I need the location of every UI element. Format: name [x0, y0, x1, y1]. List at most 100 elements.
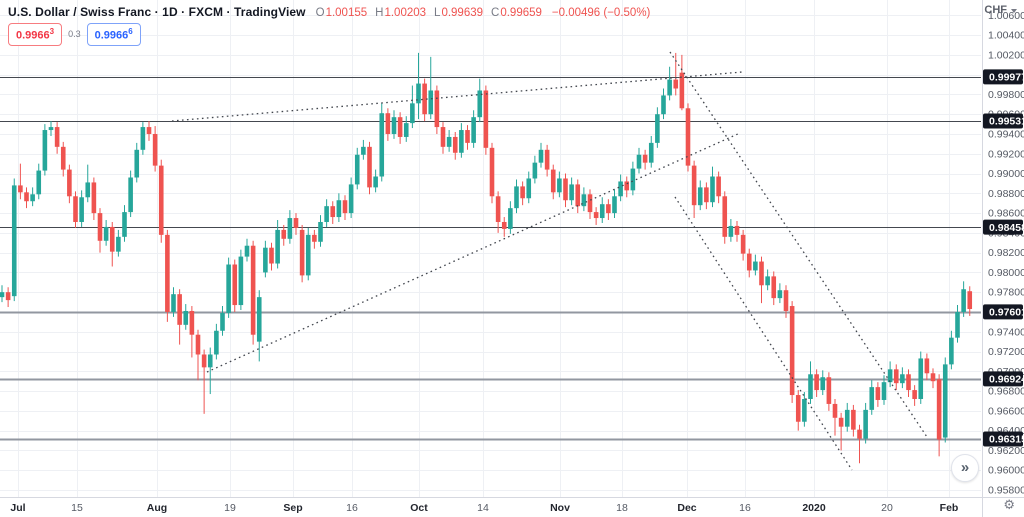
trendline-channel-right[interactable]	[669, 51, 928, 438]
candle-body	[942, 364, 948, 438]
candle-body	[924, 358, 930, 374]
candle-body	[495, 196, 501, 222]
price-level-tag	[983, 371, 1023, 387]
candle-body	[342, 200, 348, 214]
svg-text:0.95800: 0.95800	[988, 484, 1024, 496]
candle-body	[391, 117, 397, 134]
currency-toggle[interactable]: CHF	[984, 4, 1017, 16]
candle-body	[275, 229, 280, 264]
candle-body	[881, 382, 887, 400]
candle-body	[789, 306, 795, 396]
axis-settings-gear-icon[interactable]: ⚙	[1003, 498, 1015, 513]
candle-body	[710, 176, 715, 203]
candle-body	[330, 206, 336, 218]
trendline-wedge-upper[interactable]	[171, 71, 743, 122]
candle-body	[691, 165, 697, 206]
price-level-tag	[983, 113, 1023, 129]
candle-body	[734, 225, 740, 235]
candle-body	[875, 387, 881, 400]
svg-text:Feb: Feb	[940, 502, 959, 514]
svg-text:0.99000: 0.99000	[988, 168, 1024, 180]
sell-button[interactable]: 0.99663	[8, 23, 63, 46]
candle-body	[838, 417, 844, 427]
trendlines	[171, 51, 928, 471]
svg-text:20: 20	[881, 502, 893, 514]
candle-body	[851, 409, 856, 430]
candle-body	[575, 184, 581, 207]
trendline-channel-left[interactable]	[674, 196, 853, 471]
candle-body	[544, 149, 550, 170]
candle-body	[373, 176, 378, 188]
svg-text:16: 16	[346, 502, 358, 514]
candle-body	[630, 168, 636, 191]
candle-body	[679, 72, 685, 109]
chart-legend: U.S. Dollar / Swiss Franc · 1D · FXCM · …	[8, 5, 650, 46]
svg-text:0.98600: 0.98600	[988, 208, 1024, 220]
time-axis[interactable]	[0, 497, 982, 517]
svg-text:0.97200: 0.97200	[988, 346, 1024, 358]
ohlc-readout: O 1.00155 H 1.00203 L 0.99639 C 0.99659	[315, 7, 542, 19]
candle-body	[5, 292, 11, 301]
candle-body	[354, 154, 360, 185]
svg-text:0.99800: 0.99800	[988, 89, 1024, 101]
candle-body	[416, 83, 421, 104]
candle-body	[704, 187, 709, 203]
candle-body	[771, 276, 777, 299]
candle-body	[673, 79, 679, 89]
svg-text:0.96800: 0.96800	[988, 386, 1024, 398]
price-level-tag	[983, 304, 1023, 320]
svg-text:1.00600: 1.00600	[988, 10, 1024, 22]
svg-text:0.99531: 0.99531	[989, 116, 1024, 128]
candle-body	[183, 310, 189, 325]
candle-body	[79, 197, 84, 222]
candle-body	[526, 178, 532, 199]
candle-body	[612, 196, 617, 214]
candle-body	[30, 194, 35, 202]
candle-body	[452, 136, 458, 153]
candle-body	[36, 170, 42, 195]
candle-body	[661, 95, 666, 115]
price-level-tag	[983, 69, 1023, 85]
svg-text:19: 19	[224, 502, 236, 514]
candle-body	[655, 114, 660, 143]
candle-body	[624, 181, 630, 191]
candle-body	[146, 127, 152, 134]
candle-body	[869, 387, 875, 410]
go-to-realtime-button[interactable]: »	[951, 454, 979, 482]
svg-text:0.99977: 0.99977	[989, 72, 1024, 84]
candle-body	[214, 330, 219, 355]
svg-text:0.97400: 0.97400	[988, 326, 1024, 338]
candle-body	[765, 276, 770, 286]
candle-body	[636, 154, 642, 169]
candle-body	[949, 337, 954, 365]
candle-body	[336, 200, 342, 218]
candle-body	[893, 369, 899, 384]
candle-body	[618, 181, 623, 197]
price-axis[interactable]	[982, 0, 1024, 517]
svg-text:Jul: Jul	[10, 502, 25, 514]
candle-body	[538, 149, 544, 163]
candle-body	[385, 113, 391, 134]
svg-text:18: 18	[616, 502, 628, 514]
candle-body	[42, 130, 48, 171]
candle-body	[18, 185, 23, 193]
candle-body	[697, 187, 703, 206]
buy-button[interactable]: 0.99666	[86, 23, 141, 46]
svg-text:1.00200: 1.00200	[988, 49, 1024, 61]
svg-text:2020: 2020	[802, 502, 826, 514]
candle-body	[642, 154, 648, 163]
trendline-wedge-lower[interactable]	[206, 132, 741, 373]
candle-body	[826, 377, 832, 404]
price-level-tags: 0.99977 0.99531 0.98458 0.97601 0.96924 0.963…	[983, 69, 1024, 447]
svg-text:Nov: Nov	[550, 502, 570, 514]
candle-body	[832, 403, 838, 418]
candle-body	[171, 294, 176, 312]
svg-text:0.96315: 0.96315	[989, 434, 1024, 446]
symbol-title[interactable]: U.S. Dollar / Swiss Franc · 1D · FXCM · …	[8, 5, 306, 19]
svg-text:Oct: Oct	[410, 502, 428, 514]
candle-body	[514, 186, 519, 209]
candle-body	[967, 291, 973, 310]
candle-body	[226, 264, 231, 313]
